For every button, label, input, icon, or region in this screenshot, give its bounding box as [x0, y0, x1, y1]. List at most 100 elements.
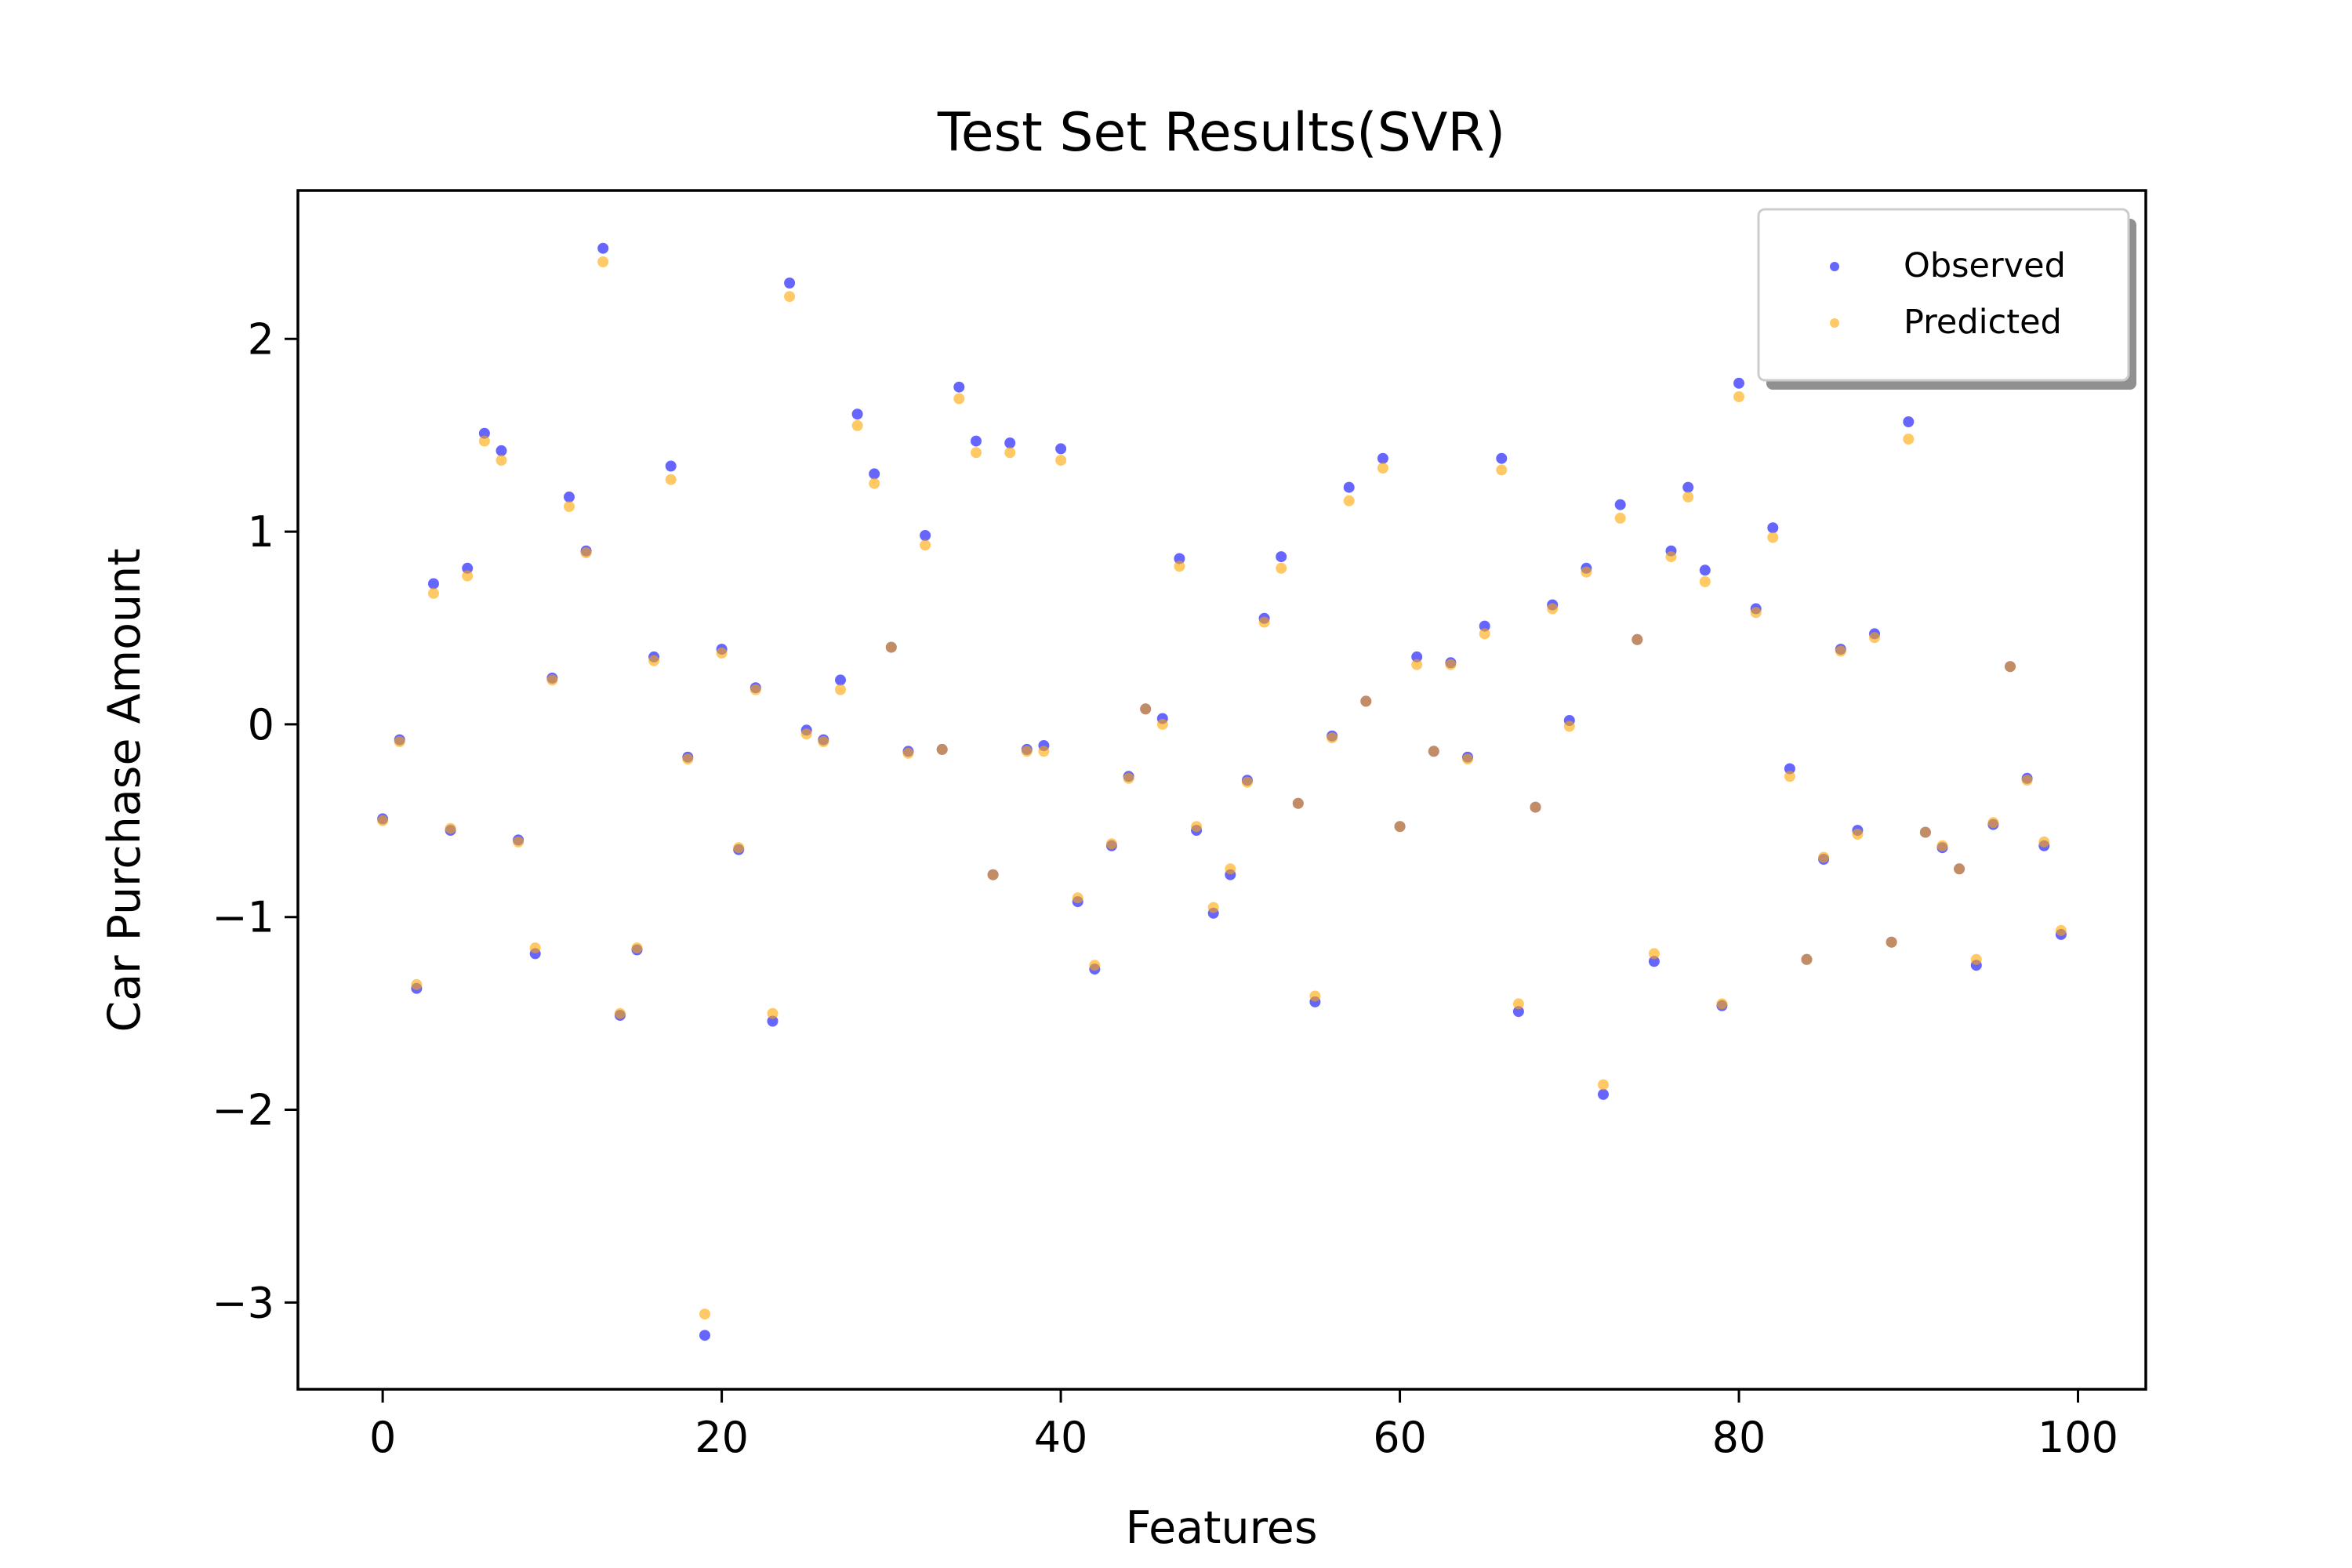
data-point-predicted	[1767, 532, 1779, 543]
x-tick-label: 40	[1034, 1413, 1088, 1462]
data-point-observed	[1614, 499, 1626, 510]
x-axis-ticks: 0 20 40 60 80 100	[369, 1389, 2118, 1462]
x-tick-label: 20	[695, 1413, 749, 1462]
data-point-predicted	[1682, 491, 1694, 503]
data-point-predicted	[987, 869, 999, 880]
data-point-predicted	[1276, 562, 1287, 574]
data-point-predicted	[597, 256, 609, 267]
x-tick-label: 100	[2038, 1413, 2118, 1462]
data-point-predicted	[428, 587, 439, 599]
legend-box	[1757, 208, 2130, 382]
legend-label-predicted: Predicted	[1904, 303, 2062, 342]
x-tick-label: 0	[369, 1413, 396, 1462]
chart-title: Test Set Results(SVR)	[937, 102, 1505, 164]
data-point-predicted	[564, 501, 575, 513]
data-point-predicted	[784, 291, 796, 303]
data-point-predicted	[1818, 851, 1830, 863]
data-point-observed	[1496, 452, 1508, 464]
data-point-predicted	[1174, 561, 1185, 572]
data-point-predicted	[1462, 753, 1473, 765]
data-point-observed	[1276, 551, 1287, 563]
y-axis-ticks: −3 −2 −1 0 1 2	[212, 314, 298, 1327]
data-point-predicted	[1581, 566, 1592, 578]
data-point-predicted	[2038, 836, 2050, 848]
data-point-predicted	[1360, 695, 1372, 707]
data-point-predicted	[478, 435, 490, 447]
y-tick-label: −3	[212, 1278, 274, 1327]
legend-label-observed: Observed	[1904, 246, 2066, 285]
data-point-predicted	[835, 684, 846, 695]
data-point-observed	[835, 674, 846, 686]
data-point-observed	[1343, 481, 1355, 493]
data-point-observed	[699, 1330, 710, 1341]
y-tick-label: −2	[212, 1086, 274, 1135]
plot-frame	[296, 189, 2147, 1391]
data-point-observed	[784, 278, 796, 289]
data-point-predicted	[580, 547, 592, 559]
data-point-predicted	[1191, 821, 1203, 833]
x-tick-label: 80	[1712, 1413, 1766, 1462]
data-point-observed	[1767, 522, 1779, 534]
y-tick-label: −1	[212, 893, 274, 942]
data-point-predicted	[1479, 628, 1490, 640]
data-point-predicted	[851, 419, 863, 431]
data-point-predicted	[1750, 607, 1762, 619]
data-point-observed	[1055, 443, 1067, 455]
data-point-predicted	[1886, 936, 1897, 948]
data-point-observed	[1174, 553, 1185, 564]
data-point-predicted	[885, 641, 897, 653]
data-point-predicted	[2021, 775, 2033, 786]
data-point-predicted	[1733, 391, 1744, 402]
data-point-observed	[495, 445, 507, 456]
data-point-observed	[971, 435, 982, 447]
data-point-predicted	[1970, 953, 1982, 965]
data-point-predicted	[1021, 746, 1033, 757]
data-point-predicted	[733, 842, 745, 854]
data-point-predicted	[953, 393, 965, 405]
data-point-predicted	[1225, 863, 1236, 875]
data-point-observed	[478, 427, 490, 439]
data-point-predicted	[1919, 826, 1931, 838]
data-point-predicted	[1343, 495, 1355, 506]
data-point-predicted	[495, 455, 507, 466]
data-point-predicted	[800, 728, 812, 740]
data-point-observed	[428, 578, 439, 590]
data-point-predicted	[1648, 948, 1660, 960]
data-point-predicted	[1665, 551, 1677, 563]
data-point-predicted	[1903, 434, 1915, 445]
data-point-predicted	[1140, 703, 1152, 715]
data-point-observed	[953, 381, 965, 393]
data-point-observed	[1903, 416, 1915, 427]
data-point-predicted	[1699, 576, 1711, 587]
data-point-predicted	[1004, 447, 1016, 459]
data-point-predicted	[2055, 924, 2067, 936]
data-point-predicted	[1563, 720, 1575, 732]
data-point-observed	[1699, 564, 1711, 576]
data-point-observed	[767, 1015, 779, 1027]
data-point-predicted	[1072, 892, 1083, 904]
data-point-observed	[665, 460, 677, 472]
data-point-predicted	[377, 815, 389, 826]
data-point-predicted	[1411, 659, 1423, 670]
data-points	[377, 242, 2067, 1341]
data-point-observed	[1598, 1088, 1609, 1100]
data-point-predicted	[529, 942, 541, 954]
data-point-predicted	[1123, 772, 1134, 784]
data-point-predicted	[1496, 464, 1508, 476]
data-point-predicted	[1089, 960, 1101, 971]
data-point-predicted	[936, 743, 948, 755]
y-tick-label: 1	[248, 507, 274, 557]
data-point-predicted	[1156, 718, 1168, 730]
data-point-predicted	[1038, 746, 1050, 757]
data-point-predicted	[411, 978, 423, 990]
data-point-observed	[1004, 437, 1016, 448]
data-point-predicted	[1207, 902, 1219, 913]
data-point-predicted	[1547, 603, 1559, 615]
data-point-observed	[1377, 452, 1388, 464]
data-point-observed	[869, 468, 880, 480]
data-point-predicted	[1105, 838, 1117, 850]
data-point-observed	[564, 491, 575, 503]
data-point-predicted	[1801, 953, 1813, 965]
data-point-observed	[1648, 956, 1660, 967]
data-point-predicted	[631, 942, 643, 954]
